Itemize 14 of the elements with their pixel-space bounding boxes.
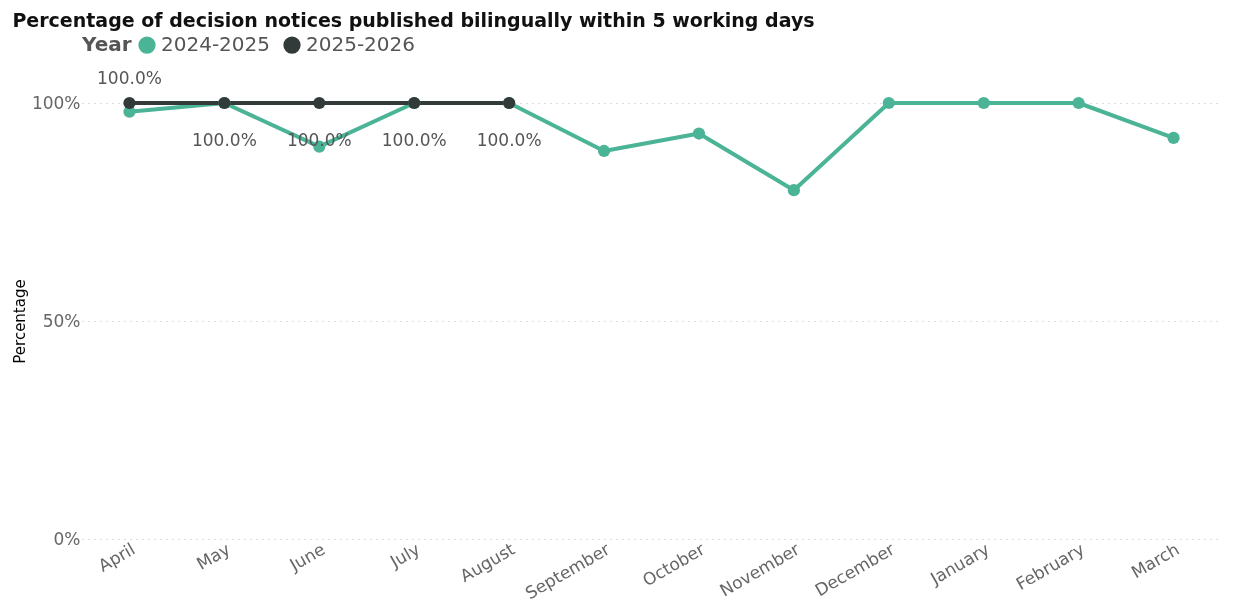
data-label: 100.0% — [476, 130, 542, 150]
y-tick-label: 100% — [31, 92, 81, 113]
legend-label: 2024-2025 — [161, 32, 271, 57]
y-axis-title: Percentage — [10, 279, 29, 364]
x-tick-label: July — [385, 538, 424, 573]
chart-title: Percentage of decision notices published bilingually within 5 working days — [12, 9, 815, 31]
legend-title: Year — [81, 32, 132, 56]
y-tick-label: 50% — [42, 310, 81, 331]
data-label: 100.0% — [191, 130, 257, 150]
x-tick-label: May — [192, 538, 234, 574]
legend-label: 2025-2026 — [306, 32, 416, 57]
data-label: 100.0% — [381, 130, 447, 150]
data-label: 100.0% — [97, 68, 162, 88]
y-tick-label: 0% — [53, 528, 81, 549]
